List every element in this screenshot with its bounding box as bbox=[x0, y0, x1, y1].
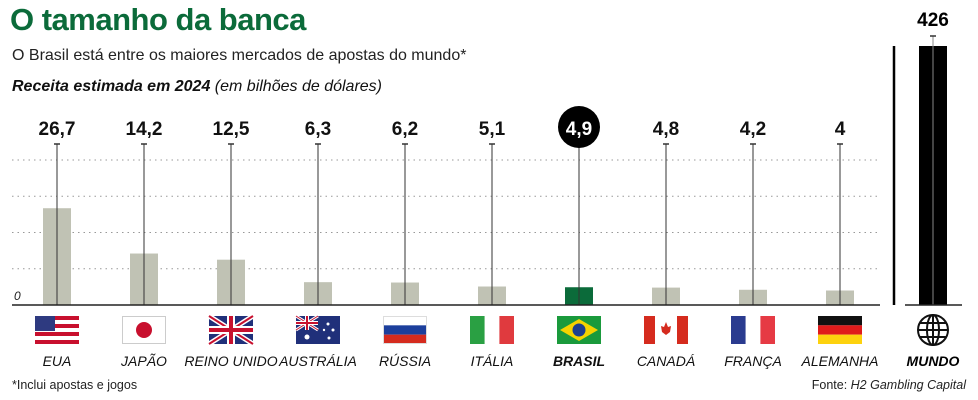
source-name: H2 Gambling Capital bbox=[850, 378, 966, 392]
value-label: 426 bbox=[917, 10, 949, 31]
flag-part bbox=[35, 324, 79, 328]
value-label: 12,5 bbox=[213, 119, 250, 140]
globe-icon bbox=[917, 314, 949, 346]
flag-part bbox=[731, 316, 746, 344]
source-label: Fonte: bbox=[811, 378, 848, 392]
y-tick-label: 0 bbox=[14, 289, 21, 303]
flag-part bbox=[383, 334, 427, 344]
value-label: 4,8 bbox=[653, 119, 679, 140]
russia-flag-icon bbox=[383, 316, 427, 344]
japan-flag-icon bbox=[122, 316, 166, 344]
flag-part bbox=[818, 316, 862, 326]
flag-part bbox=[677, 316, 688, 344]
australia-flag-icon bbox=[295, 314, 340, 344]
flag-part bbox=[207, 313, 255, 347]
chart-title: O tamanho da banca bbox=[10, 2, 306, 37]
flag-part bbox=[35, 336, 79, 340]
unit-label: (em bilhões de dólares) bbox=[214, 78, 382, 95]
category-label: CANADÁ bbox=[637, 353, 695, 369]
value-label: 14,2 bbox=[126, 119, 163, 140]
category-label: MUNDO bbox=[907, 353, 960, 369]
value-label: 4 bbox=[835, 119, 846, 140]
flag-part bbox=[327, 336, 331, 340]
uk-flag-icon bbox=[207, 313, 255, 347]
category-label: FRANÇA bbox=[724, 353, 782, 369]
flag-part bbox=[35, 328, 79, 332]
category-label: REINO UNIDO bbox=[184, 353, 277, 369]
category-label: AUSTRÁLIA bbox=[278, 353, 357, 369]
germany-flag-icon bbox=[818, 316, 862, 344]
flag-part bbox=[760, 316, 775, 344]
source: Fonte: H2 Gambling Capital bbox=[812, 378, 966, 392]
flag-part bbox=[122, 316, 166, 344]
value-label: 26,7 bbox=[39, 119, 76, 140]
category-label: EUA bbox=[43, 353, 72, 369]
brazil-flag-icon bbox=[557, 316, 601, 344]
flag-part bbox=[383, 316, 427, 326]
flag-part bbox=[818, 325, 862, 335]
flag-part bbox=[322, 328, 326, 332]
value-label: 6,2 bbox=[392, 119, 418, 140]
flag-part bbox=[35, 332, 79, 336]
flag-part bbox=[209, 316, 253, 344]
value-label: 5,1 bbox=[479, 119, 506, 140]
measure-label: Receita estimada em 2024 bbox=[12, 78, 211, 95]
flag-part bbox=[35, 320, 79, 324]
flag-part bbox=[136, 322, 152, 338]
footnote: *Inclui apostas e jogos bbox=[12, 378, 138, 392]
flag-part bbox=[383, 316, 427, 344]
highlight-circle bbox=[558, 106, 600, 148]
flag-part bbox=[499, 316, 514, 344]
category-label: ITÁLIA bbox=[471, 353, 514, 369]
flag-part bbox=[331, 328, 335, 332]
category-label: BRASIL bbox=[553, 353, 605, 369]
flag-part bbox=[470, 316, 485, 344]
flag-part bbox=[35, 316, 79, 320]
flag-part bbox=[572, 323, 586, 337]
flag-part bbox=[35, 316, 55, 331]
flag-part bbox=[326, 322, 330, 326]
flag-part bbox=[484, 316, 500, 344]
flag-part bbox=[296, 316, 318, 330]
flag-part bbox=[295, 314, 319, 332]
globe-lines bbox=[918, 315, 948, 345]
value-label: 4,2 bbox=[740, 119, 766, 140]
chart-subtitle: O Brasil está entre os maiores mercados … bbox=[12, 47, 467, 64]
flag-part bbox=[644, 316, 655, 344]
flag-part bbox=[818, 334, 862, 344]
value-label: 6,3 bbox=[305, 119, 331, 140]
flag-part bbox=[304, 334, 310, 340]
flag-part bbox=[35, 340, 79, 344]
flag-part bbox=[661, 322, 671, 335]
us-flag-icon bbox=[35, 316, 79, 344]
france-flag-icon bbox=[731, 316, 775, 344]
value-label: 4,9 bbox=[566, 119, 592, 140]
italy-flag-icon bbox=[470, 316, 514, 344]
measure-line: Receita estimada em 2024 (em bilhões de … bbox=[12, 78, 382, 96]
category-label: RÚSSIA bbox=[379, 353, 431, 369]
flag-part bbox=[745, 316, 761, 344]
category-label: JAPÃO bbox=[120, 353, 167, 369]
flag-part bbox=[383, 325, 427, 335]
category-label: ALEMANHA bbox=[800, 353, 878, 369]
canada-flag-icon bbox=[644, 316, 688, 344]
